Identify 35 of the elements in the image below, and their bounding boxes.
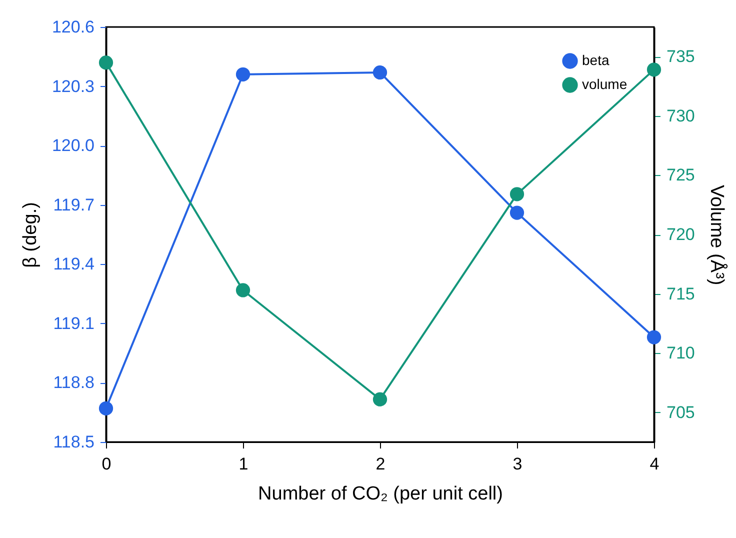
y2-axis-title: Volume (Å³) — [706, 184, 728, 286]
x-axis-title: Number of CO₂ (per unit cell) — [258, 484, 503, 504]
point — [510, 206, 524, 220]
y2-tick-label: 725 — [666, 166, 695, 185]
point — [646, 330, 662, 344]
y-tick-label: 119.1 — [53, 314, 94, 333]
point — [372, 65, 388, 80]
y-axis-title: β (deg.) — [20, 202, 41, 268]
point — [98, 56, 114, 70]
point — [372, 392, 388, 406]
x-tick-label: 3 — [512, 454, 522, 474]
y2-tick-label: 735 — [666, 47, 695, 66]
y-tick-label: 118.8 — [53, 373, 94, 392]
point — [98, 401, 114, 416]
point — [646, 62, 662, 77]
x-tick-label: 2 — [376, 454, 386, 474]
y2-tick-label: 720 — [666, 225, 695, 244]
y-tick-label: 120.0 — [52, 136, 94, 156]
x-tick-label: 0 — [102, 454, 112, 474]
y2-tick-label: 710 — [666, 344, 695, 363]
y-tick-label: 120.3 — [52, 76, 94, 96]
y2-tick-label: 715 — [666, 284, 695, 304]
y-tick-label: 119.4 — [53, 254, 94, 274]
y2-tick-label: 730 — [666, 106, 695, 126]
point — [236, 67, 250, 82]
point — [236, 283, 250, 298]
y-tick-label: 119.7 — [53, 195, 94, 214]
y-tick-label: 120.6 — [52, 18, 94, 36]
legend-label: volume — [582, 76, 628, 92]
point — [510, 187, 524, 202]
y2-tick-label: 705 — [666, 402, 695, 422]
legend-label: beta — [582, 52, 610, 68]
x-tick-label: 4 — [650, 454, 660, 474]
x-tick-label: 1 — [238, 454, 248, 474]
y-tick-label: 118.5 — [53, 432, 94, 452]
